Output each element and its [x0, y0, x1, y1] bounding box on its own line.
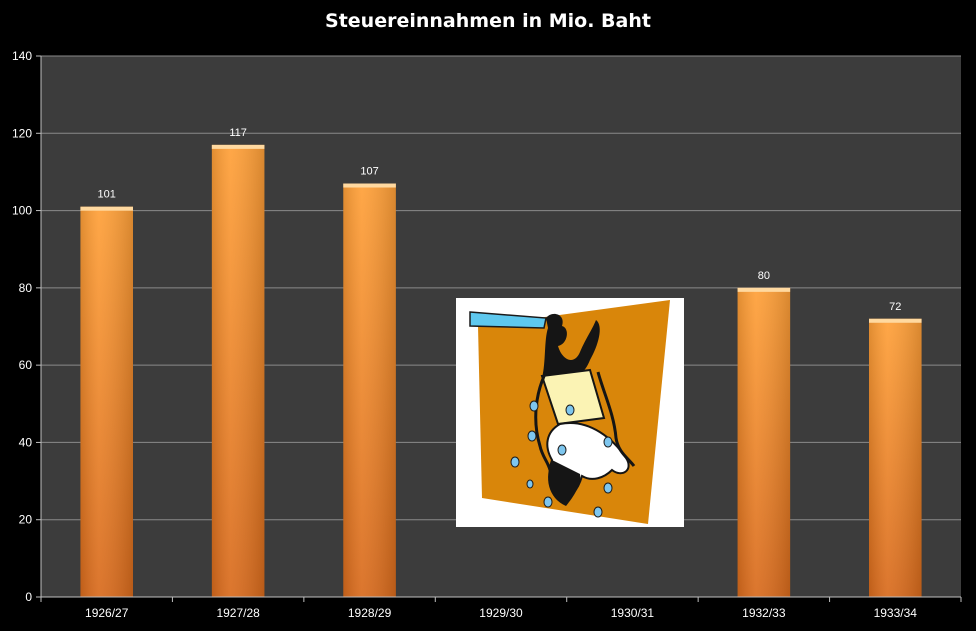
- y-tick-label: 120: [12, 126, 32, 140]
- bar-1927/28: 117: [211, 127, 265, 597]
- bar-1932/33: 80: [737, 270, 791, 597]
- x-tick-label: 1933/34: [874, 606, 918, 620]
- bar-shading: [80, 206, 133, 597]
- x-tick-label: 1929/30: [479, 606, 523, 620]
- data-label: 80: [758, 270, 770, 282]
- y-tick-label: 20: [19, 513, 33, 527]
- axes: 0 20 40 60 80 100 120 140 1926/27 1927/28 1928/29 1…: [12, 49, 962, 620]
- bars: 101 117 107 80 72: [80, 127, 922, 597]
- x-tick-label: 1930/31: [611, 606, 655, 620]
- data-label: 117: [229, 127, 247, 139]
- y-tick-label: 60: [19, 358, 33, 372]
- data-label: 107: [360, 166, 378, 178]
- bar-top-highlight: [737, 287, 791, 292]
- person-drained-upside-down-clipart: [456, 298, 684, 527]
- bar-shading: [343, 183, 396, 597]
- bar-top-highlight: [869, 318, 922, 323]
- bar-1926/27: 101: [80, 189, 133, 597]
- bar-1928/29: 107: [343, 166, 396, 597]
- x-tick-label: 1927/28: [216, 606, 260, 620]
- chart-title: Steuereinnahmen in Mio. Baht: [325, 10, 651, 32]
- bar-top-highlight: [343, 183, 396, 188]
- data-label: 72: [889, 301, 901, 313]
- y-tick-label: 80: [19, 281, 33, 295]
- y-tick-label: 140: [12, 49, 32, 63]
- bar-top-highlight: [211, 144, 265, 149]
- x-tick-label: 1926/27: [85, 606, 129, 620]
- x-tick-label: 1928/29: [348, 606, 392, 620]
- bar-shading: [737, 287, 791, 597]
- x-tick-label: 1932/33: [742, 606, 786, 620]
- bar-shading: [211, 144, 265, 597]
- y-tick-label: 0: [25, 590, 32, 604]
- bar-shading: [869, 318, 922, 597]
- y-tick-label: 40: [19, 435, 33, 449]
- y-tick-label: 100: [12, 204, 32, 218]
- bar-top-highlight: [80, 206, 133, 211]
- data-label: 101: [98, 189, 116, 201]
- bar-1933/34: 72: [869, 301, 922, 597]
